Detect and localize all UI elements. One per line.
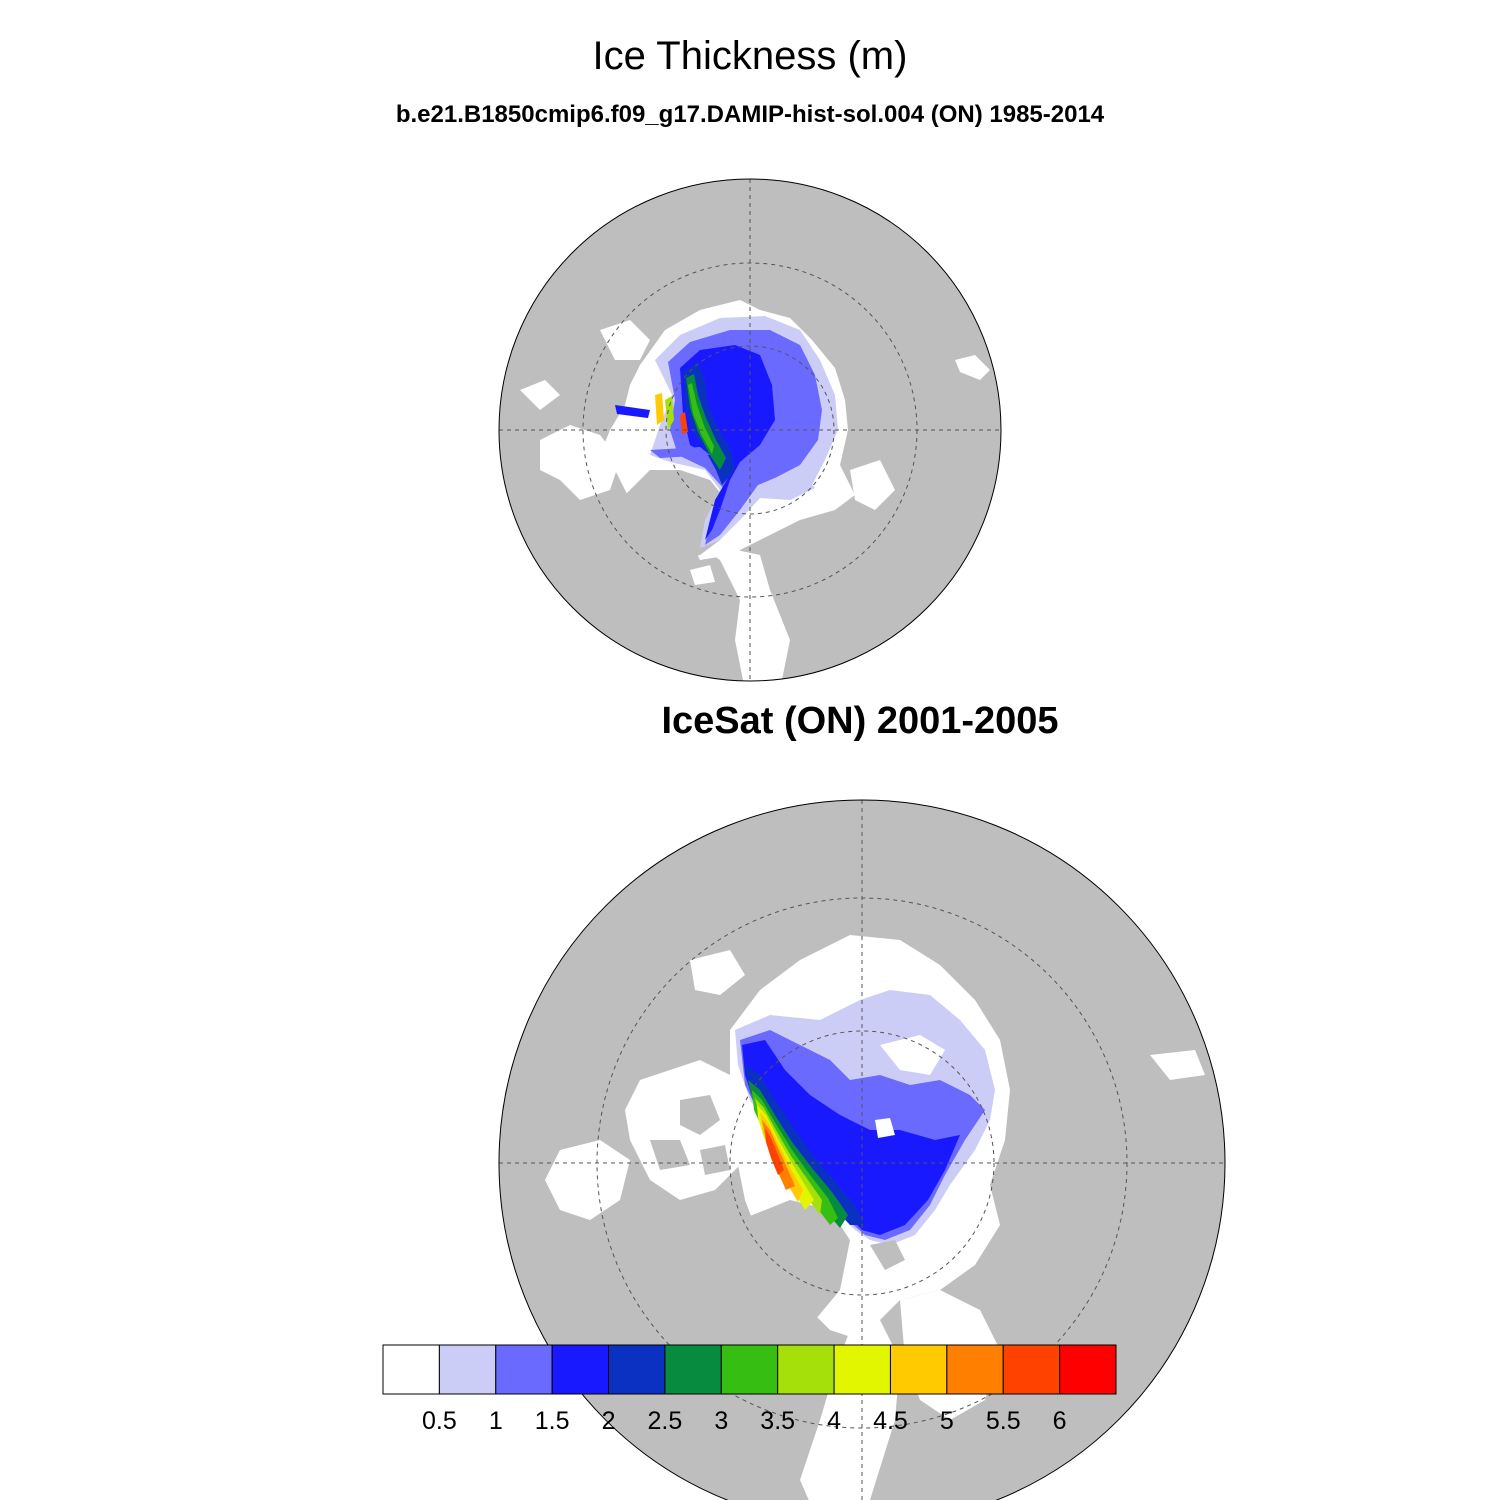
colorbar-label: 4.5 — [873, 1407, 908, 1435]
colorbar-swatch — [1002, 1344, 1061, 1395]
colorbar-label: 3.5 — [760, 1407, 795, 1435]
colorbar-swatch — [438, 1344, 497, 1395]
colorbar-label: 3 — [714, 1407, 728, 1435]
observation-map — [498, 799, 1226, 1500]
colorbar-label: 5 — [940, 1407, 954, 1435]
model-map-graticule — [499, 179, 1001, 681]
colorbar-label: 5.5 — [986, 1407, 1021, 1435]
model-map-ocean — [520, 300, 990, 681]
observation-map-graticule — [499, 800, 1225, 1500]
colorbar-label: 4 — [827, 1407, 841, 1435]
colorbar-swatch — [664, 1344, 722, 1395]
colorbar-swatch — [720, 1344, 779, 1395]
colorbar-label: 0.5 — [422, 1407, 457, 1435]
colorbar-swatch — [382, 1344, 440, 1395]
colorbar-swatch — [551, 1344, 610, 1395]
top-panel-title: b.e21.B1850cmip6.f09_g17.DAMIP-hist-sol.… — [395, 101, 1105, 128]
colorbar-label: 1.5 — [535, 1407, 570, 1435]
figure-title: Ice Thickness (m) — [592, 34, 908, 78]
observation-map-border — [498, 799, 1226, 1500]
colorbar-swatch — [946, 1344, 1004, 1395]
colorbar-label: 1 — [489, 1407, 503, 1435]
observation-map-ocean — [545, 935, 1205, 1500]
colorbar-swatch — [1059, 1344, 1117, 1395]
colorbar-label: 6 — [1053, 1407, 1067, 1435]
colorbar-label: 2 — [602, 1407, 616, 1435]
colorbar-swatch — [777, 1344, 835, 1395]
colorbar-swatch — [608, 1344, 666, 1395]
colorbar-swatch — [833, 1344, 891, 1395]
model-map — [498, 178, 1002, 682]
colorbar-swatch — [889, 1344, 948, 1395]
model-map-border — [498, 178, 1002, 682]
colorbar-swatch — [495, 1344, 553, 1395]
colorbar-label: 2.5 — [648, 1407, 683, 1435]
bottom-panel-title: IceSat (ON) 2001-2005 — [661, 700, 1059, 742]
colorbar: 0.5 1 1.5 2 2.5 3 3.5 4 4.5 5 5.5 6 — [382, 1344, 1117, 1435]
